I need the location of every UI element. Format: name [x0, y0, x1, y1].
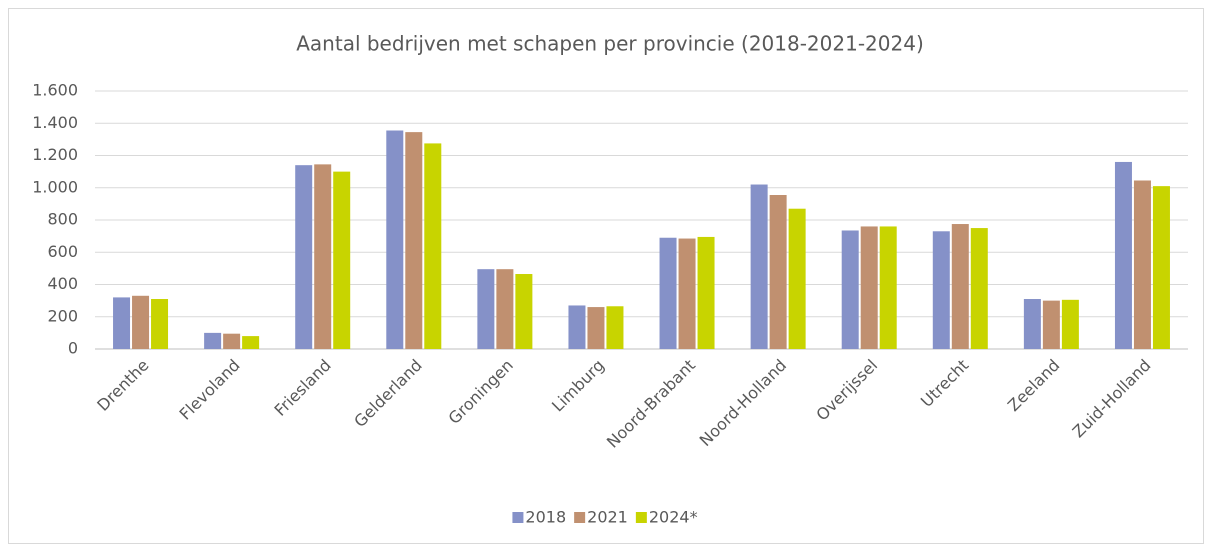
bar: [223, 333, 241, 349]
bar: [678, 238, 696, 349]
y-tick-label: 1.400: [32, 113, 78, 132]
y-tick-label: 200: [47, 306, 78, 325]
bar: [405, 132, 423, 349]
chart-title: Aantal bedrijven met schapen per provinc…: [296, 32, 924, 56]
y-tick-label: 1.200: [32, 145, 78, 164]
legend-label: 2021: [587, 508, 628, 527]
legend-swatch: [574, 512, 586, 523]
legend-label: 2024*: [649, 508, 698, 527]
bar: [659, 237, 677, 349]
bar: [1042, 300, 1060, 349]
bar: [314, 164, 332, 349]
bar: [1114, 161, 1132, 349]
bar: [295, 165, 313, 349]
bar: [769, 195, 787, 349]
bar: [515, 274, 533, 349]
y-tick-label: 1.000: [32, 177, 78, 196]
bar: [1061, 299, 1079, 349]
bar: [132, 295, 150, 349]
bar: [242, 336, 260, 349]
bar: [697, 236, 715, 349]
bar: [1133, 180, 1151, 349]
y-tick-label: 600: [47, 242, 78, 261]
bar: [841, 230, 859, 349]
bar: [750, 184, 768, 349]
bar: [970, 228, 988, 349]
bar: [151, 299, 169, 349]
chart-border: [8, 8, 1204, 544]
bar: [477, 269, 495, 349]
bar: [587, 307, 605, 349]
bar: [496, 269, 514, 349]
y-tick-label: 800: [47, 210, 78, 229]
bar: [788, 208, 806, 349]
bar: [1152, 186, 1170, 349]
bar: [424, 143, 442, 349]
bar: [932, 231, 950, 349]
bar: [879, 226, 897, 349]
bar: [860, 226, 878, 349]
bar: [568, 305, 586, 349]
y-tick-label: 0: [68, 339, 78, 358]
bar: [333, 171, 351, 349]
bar: [386, 130, 404, 349]
bar: [1023, 299, 1041, 349]
bar: [606, 306, 624, 349]
legend-swatch: [512, 512, 524, 523]
bar: [113, 297, 131, 349]
bar: [951, 224, 969, 349]
legend-swatch: [635, 512, 647, 523]
y-tick-label: 1.600: [32, 81, 78, 100]
y-tick-label: 400: [47, 274, 78, 293]
bar: [204, 332, 222, 349]
legend-label: 2018: [525, 508, 566, 527]
